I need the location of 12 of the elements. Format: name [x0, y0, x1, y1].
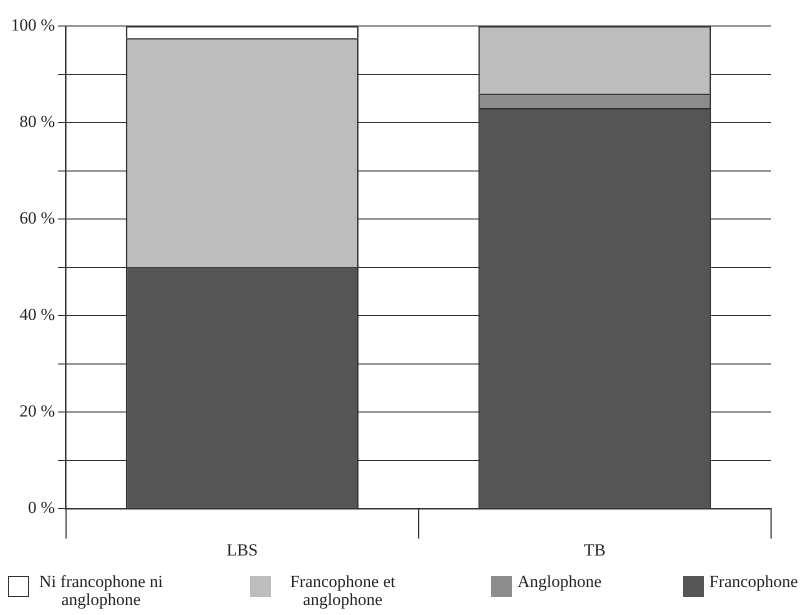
- legend-label: Anglophone: [517, 572, 602, 591]
- legend-label: Ni francophone ni anglophone: [38, 572, 164, 609]
- x-tick-label: TB: [584, 540, 606, 560]
- y-tick-label: 20 %: [19, 402, 55, 421]
- y-tick-label: 80 %: [19, 112, 55, 131]
- x-tick-label: LBS: [226, 540, 258, 560]
- y-tick-label: 100 %: [10, 15, 55, 34]
- y-tick-label: 60 %: [19, 208, 55, 228]
- legend-label: Francophone: [709, 572, 798, 591]
- y-tick-label: 0 %: [28, 498, 55, 518]
- y-tick-label: 40 %: [19, 305, 55, 324]
- legend-label: Francophone et anglophone: [289, 572, 396, 609]
